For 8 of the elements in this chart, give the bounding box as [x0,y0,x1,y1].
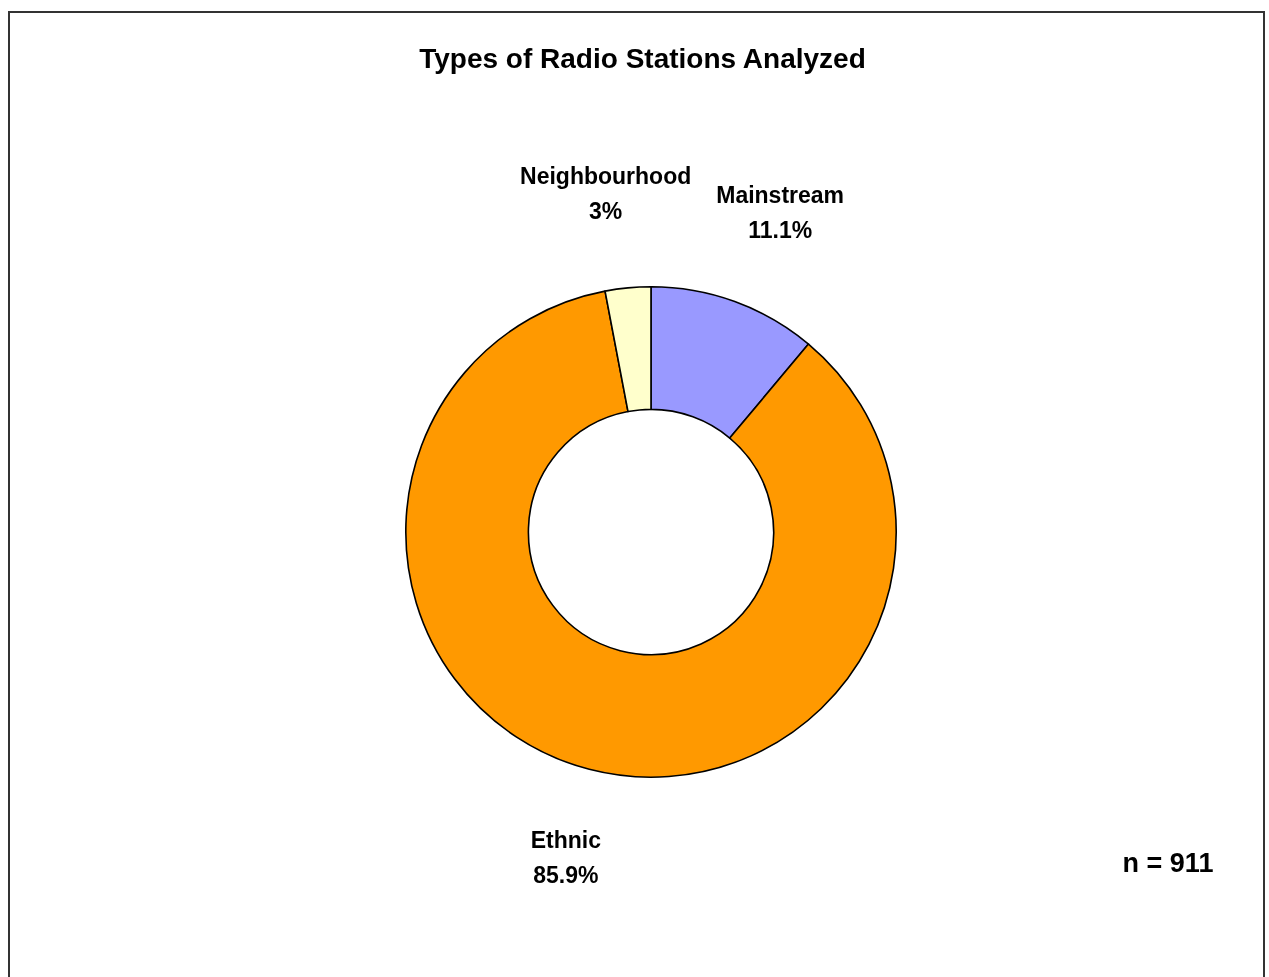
slice-label: Mainstream [716,181,845,208]
data-label: 85.9% [533,862,599,889]
text: n = 911 [1122,847,1214,879]
slice-label: Ethnic [530,827,602,854]
chart-title: Types of Radio Stations Analyzed [418,43,867,75]
data-label: 11.1% [748,216,813,243]
slice-label: Neighbourhood [520,162,692,189]
data-label: 3% [589,197,623,224]
